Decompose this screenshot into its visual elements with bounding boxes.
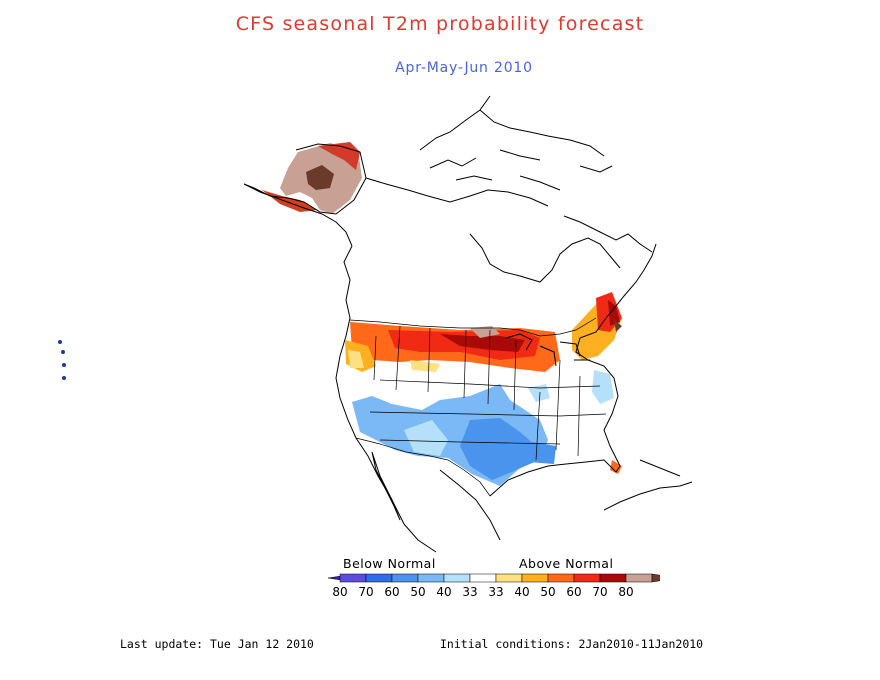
legend-below-normal-label: Below Normal bbox=[343, 556, 436, 571]
northern-tier-brown bbox=[470, 326, 500, 338]
hudson-bay bbox=[469, 233, 621, 283]
colorbar-swatch bbox=[625, 573, 653, 583]
colorbar-tick-label: 60 bbox=[384, 585, 399, 599]
colorbar-swatch bbox=[391, 573, 419, 583]
colorbar-swatch bbox=[599, 573, 627, 583]
west-coast bbox=[335, 245, 405, 525]
season-subtitle: Apr-May-Jun 2010 bbox=[395, 60, 533, 76]
new-england-darkred bbox=[608, 300, 620, 326]
pacific-nw-yellow bbox=[348, 350, 364, 368]
coastlines bbox=[243, 95, 693, 553]
us-canada-border bbox=[349, 317, 597, 337]
hawaii-island-3 bbox=[62, 363, 66, 367]
plains-yellow bbox=[410, 360, 440, 372]
colorbar-tick-label: 80 bbox=[618, 585, 633, 599]
probability-shading bbox=[262, 142, 622, 486]
colorbar-swatch bbox=[469, 573, 497, 583]
colorbar-tick-label: 70 bbox=[592, 585, 607, 599]
mexico-coast bbox=[403, 469, 501, 553]
alaska-coast-warm bbox=[262, 190, 318, 212]
hawaii-islands bbox=[58, 340, 66, 380]
forecast-map bbox=[58, 95, 693, 553]
colorbar-swatch bbox=[417, 573, 445, 583]
colorbar-tick-label: 60 bbox=[566, 585, 581, 599]
arctic-islands bbox=[419, 95, 613, 191]
colorbar-swatch bbox=[443, 573, 471, 583]
colorbar-swatch bbox=[651, 573, 660, 583]
last-update-text: Last update: Tue Jan 12 2010 bbox=[120, 637, 314, 651]
alaska-strong-warm-core bbox=[306, 165, 334, 190]
alaska-coastline bbox=[243, 143, 367, 247]
colorbar-swatch bbox=[573, 573, 601, 583]
initial-conditions-text: Initial conditions: 2Jan2010-11Jan2010 bbox=[440, 637, 704, 651]
southwest-pale-cool bbox=[404, 420, 448, 456]
baja-peninsula bbox=[371, 451, 401, 521]
state-lines bbox=[369, 325, 607, 461]
east-coast-cool bbox=[592, 370, 614, 404]
hawaii-island-4 bbox=[62, 376, 66, 380]
chart-title: CFS seasonal T2m probability forecast bbox=[235, 13, 645, 35]
colorbar-swatch bbox=[547, 573, 575, 583]
maine-brown bbox=[614, 320, 622, 332]
colorbar-tick-label: 50 bbox=[540, 585, 555, 599]
colorbar-tick-label: 33 bbox=[488, 585, 503, 599]
colorbar-swatch bbox=[339, 573, 367, 583]
hawaii-island-2 bbox=[61, 350, 65, 354]
cuba-caribbean bbox=[603, 459, 693, 511]
us-mexico-border bbox=[355, 437, 491, 497]
colorbar-swatch bbox=[495, 573, 523, 583]
legend-above-normal-label: Above Normal bbox=[519, 556, 614, 571]
colorbar-tick-label: 40 bbox=[514, 585, 529, 599]
colorbar-tick-label: 80 bbox=[332, 585, 347, 599]
colorbar-tick-label: 33 bbox=[462, 585, 477, 599]
colorbar-tick-label: 40 bbox=[436, 585, 451, 599]
southcentral-cool-region bbox=[460, 418, 536, 480]
northern-tier-darkred bbox=[440, 334, 525, 352]
probability-colorbar: 80 70 60 50 40 33 33 40 50 60 70 80 bbox=[327, 573, 660, 599]
colorbar-swatch bbox=[365, 573, 393, 583]
midwest-pale-cool bbox=[528, 384, 550, 402]
colorbar-tick-label: 50 bbox=[410, 585, 425, 599]
colorbar-tick-label: 70 bbox=[358, 585, 373, 599]
colorbar-swatch bbox=[521, 573, 549, 583]
labrador-coast bbox=[563, 215, 653, 253]
hawaii-island-1 bbox=[58, 340, 62, 344]
political-borders bbox=[349, 317, 607, 497]
gulf-coast-cool bbox=[520, 440, 556, 464]
arctic-coast bbox=[365, 177, 549, 207]
great-lakes bbox=[505, 333, 590, 367]
gulf-coast bbox=[489, 243, 657, 497]
florida-warm bbox=[610, 460, 622, 474]
